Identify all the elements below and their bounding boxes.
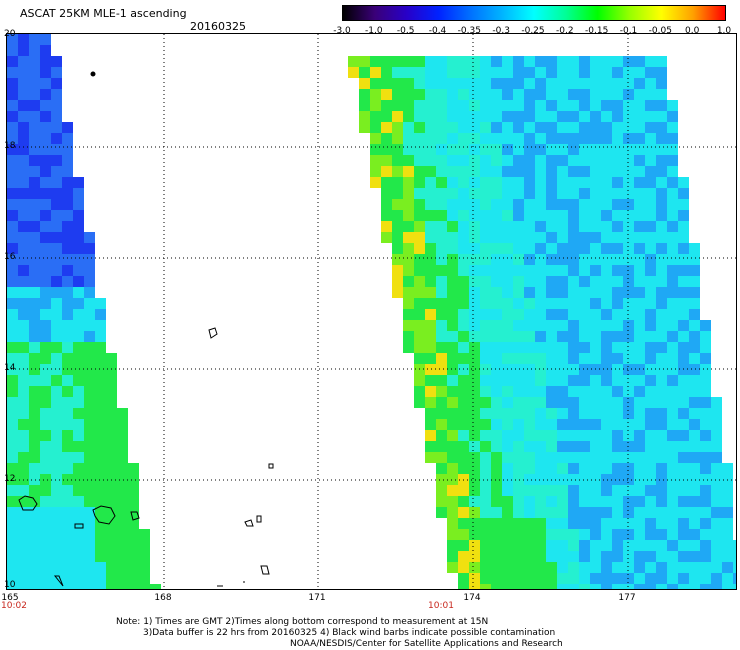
swath-cells <box>7 34 736 589</box>
note-line-1: Note: 1) Times are GMT 2)Times along bot… <box>116 617 489 627</box>
colorbar-tick: -3.0 <box>333 26 351 36</box>
colorbar-tick: -0.3 <box>492 26 510 36</box>
colorbar <box>342 5 726 21</box>
lon-label-171: 171 <box>308 593 326 603</box>
colorbar-tick: -0.25 <box>521 26 545 36</box>
lon-label-165: 165 <box>1 593 19 603</box>
lat-label-16: 16 <box>4 252 16 262</box>
colorbar-tick: -0.2 <box>556 26 574 36</box>
colorbar-tick: -0.4 <box>428 26 447 36</box>
lat-label-14: 14 <box>4 363 16 373</box>
colorbar-tick: -1.0 <box>365 26 383 36</box>
lat-label-18: 18 <box>4 141 16 151</box>
time-label-left: 10:02 <box>1 601 27 611</box>
colorbar-tick: -0.15 <box>585 26 609 36</box>
lat-label-10: 10 <box>4 580 16 590</box>
lon-label-174: 174 <box>463 593 481 603</box>
note-line-3: NOAA/NESDIS/Center for Satellite Applica… <box>290 639 563 649</box>
colorbar-tick: -0.5 <box>396 26 415 36</box>
map-panel <box>6 33 737 590</box>
graticule <box>7 34 736 589</box>
lon-label-177: 177 <box>618 593 636 603</box>
note-line-2: 3)Data buffer is 22 hrs from 20160325 4)… <box>143 628 556 638</box>
colorbar-tick: -0.35 <box>457 26 481 36</box>
map-date: 20160325 <box>190 20 246 33</box>
colorbar-tick: -0.05 <box>648 26 672 36</box>
colorbar-tick: 1.0 <box>716 26 732 36</box>
colorbar-tick: -0.1 <box>619 26 638 36</box>
lon-label-168: 168 <box>154 593 172 603</box>
lat-label-12: 12 <box>4 474 16 484</box>
coastlines <box>18 71 274 587</box>
time-label-right: 10:01 <box>428 601 454 611</box>
lat-label-20: 20 <box>4 29 16 39</box>
map-canvas <box>7 34 736 589</box>
colorbar-tick: 0.0 <box>684 26 700 36</box>
map-title: ASCAT 25KM MLE-1 ascending <box>20 7 187 20</box>
